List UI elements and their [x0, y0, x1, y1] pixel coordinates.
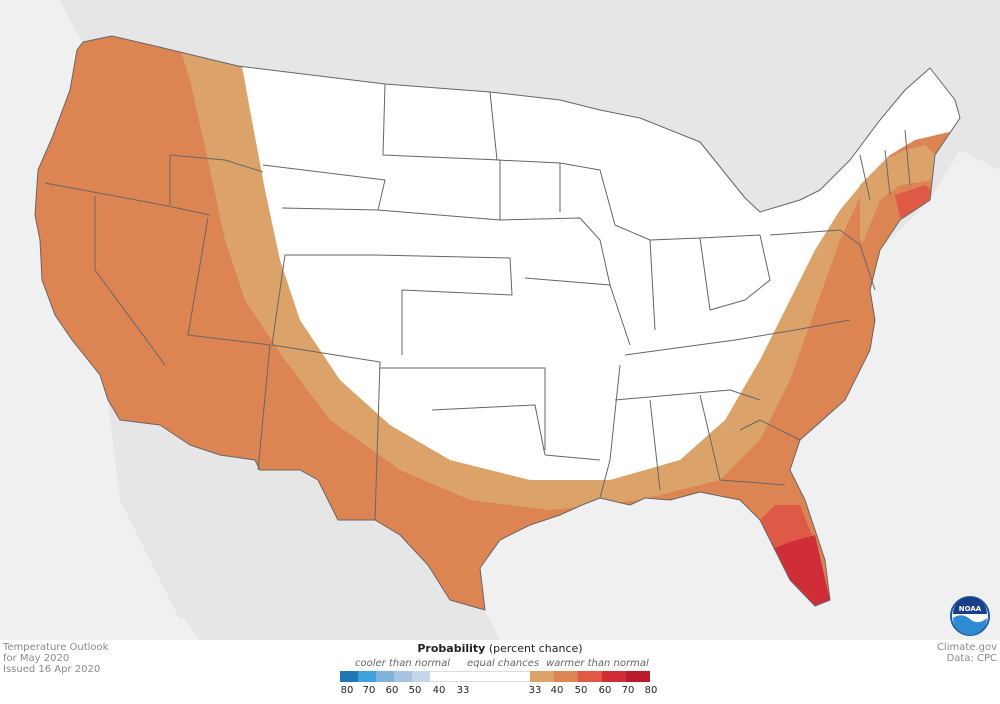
legend-tick: 80: [340, 685, 354, 696]
noaa-logo-icon: NOAA: [950, 596, 990, 636]
legend-cool-caption: cooler than normal: [355, 658, 451, 669]
source-site: Climate.gov: [936, 642, 997, 653]
legend-swatch-warm-50-60: [578, 671, 602, 682]
legend-tick: 33: [456, 685, 470, 696]
baja-peninsula: [110, 420, 190, 620]
legend-tick: 60: [598, 685, 612, 696]
legend-swatch-equal-chances: [430, 671, 530, 682]
legend-swatch-cool-50-60: [376, 671, 394, 682]
legend-swatch-cool-60-70: [358, 671, 376, 682]
legend-swatch-warm-70-80: [626, 671, 650, 682]
svg-text:NOAA: NOAA: [959, 605, 982, 613]
source-data: Data: CPC: [946, 653, 997, 664]
band-warm-50-60-florida-north: [760, 505, 812, 550]
us-map: NOAA: [0, 0, 1000, 640]
legend-tick: 33: [528, 685, 542, 696]
band-warm-60-70-florida: [770, 535, 830, 610]
legend-title: Probability (percent chance): [0, 642, 1000, 655]
legend-tick: 70: [362, 685, 376, 696]
outlook-period: for May 2020: [3, 653, 70, 664]
issued-date: Issued 16 Apr 2020: [3, 664, 101, 675]
legend-swatch-cool-40-50: [394, 671, 412, 682]
legend-tick: 60: [385, 685, 399, 696]
legend-title-rest: (percent chance): [485, 642, 583, 655]
legend-title-bold: Probability: [417, 642, 486, 655]
mexico-landmass: [108, 400, 500, 640]
legend-tick: 40: [432, 685, 446, 696]
legend-tick: 50: [408, 685, 422, 696]
legend-tick: 80: [644, 685, 658, 696]
legend-tick: 50: [574, 685, 588, 696]
legend-swatch-warm-40-50: [554, 671, 578, 682]
outlook-title: Temperature Outlook: [3, 642, 109, 653]
state-borders: [34, 35, 961, 611]
legend-swatch-warm-60-70: [602, 671, 626, 682]
legend-swatch-cool-33-40: [412, 671, 430, 682]
legend-warm-caption: warmer than normal: [546, 658, 649, 669]
legend-swatch-cool-70-80: [340, 671, 358, 682]
legend-swatch-warm-33-40: [530, 671, 554, 682]
legend-tick: 40: [550, 685, 564, 696]
legend-equal-caption: equal chances: [467, 658, 540, 669]
legend-tick: 70: [621, 685, 635, 696]
